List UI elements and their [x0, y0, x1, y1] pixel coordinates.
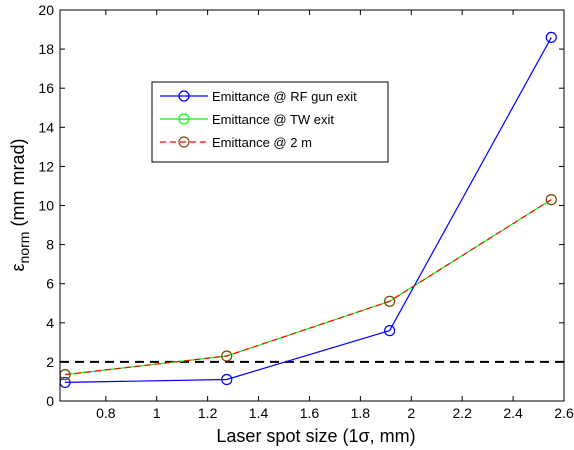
x-tick-label: 1.8	[351, 405, 371, 421]
series-line-2	[65, 199, 552, 376]
y-tick-label: 16	[38, 80, 54, 96]
y-tick-label: 0	[46, 393, 54, 409]
y-axis-label-subscript: norm	[16, 232, 32, 264]
series-2-point-3	[545, 194, 557, 206]
series-line-0	[65, 37, 552, 383]
x-tick-label: 2.6	[554, 405, 574, 421]
y-tick-label: 10	[38, 198, 54, 214]
x-tick-label: 1.2	[198, 405, 218, 421]
y-tick-label: 8	[46, 237, 54, 253]
y-axis-label-units: (mm mrad)	[8, 139, 28, 232]
legend-label-2: Emittance @ 2 m	[212, 135, 312, 150]
legend-marker-1	[178, 113, 190, 125]
y-tick-label: 20	[38, 2, 54, 18]
legend: Emittance @ RF gun exit Emittance @ TW ex…	[151, 81, 389, 163]
series-2-point-1	[221, 350, 233, 362]
y-axis-label-symbol: ε	[8, 263, 28, 271]
y-tick-label: 2	[46, 354, 54, 370]
y-tick-label: 18	[38, 41, 54, 57]
y-tick-label: 14	[38, 119, 54, 135]
series-0-point-2	[384, 325, 396, 337]
series-0-point-3	[545, 31, 557, 43]
legend-label-0: Emittance @ RF gun exit	[212, 89, 357, 104]
legend-marker-0	[178, 90, 190, 102]
x-tick-label: 1	[153, 405, 161, 421]
y-tick-label: 6	[46, 276, 54, 292]
y-tick-label: 12	[38, 158, 54, 174]
series-2-point-2	[384, 295, 396, 307]
legend-label-1: Emittance @ TW exit	[212, 112, 334, 127]
x-tick-label: 1.4	[249, 405, 269, 421]
y-tick-label: 4	[46, 315, 54, 331]
legend-box	[151, 81, 389, 163]
x-tick-label: 1.6	[300, 405, 320, 421]
plot-background	[60, 10, 564, 401]
x-axis-label: Laser spot size (1σ, mm)	[216, 426, 415, 446]
legend-marker-2	[178, 136, 190, 148]
y-axis-label: εnorm (mm mrad)	[8, 139, 32, 272]
plot-area	[59, 10, 564, 401]
series-0-point-1	[221, 373, 233, 386]
x-tick-label: 2.2	[452, 405, 472, 421]
axes: 0.8 1 1.2 1.4 1.6 1.8 2 2.2 2.4 2.6 0 2 4 6 8 10 12 14 16 1…	[38, 2, 574, 421]
x-tick-label: 2	[407, 405, 415, 421]
x-tick-label: 0.8	[96, 405, 116, 421]
x-tick-label: 2.4	[503, 405, 523, 421]
